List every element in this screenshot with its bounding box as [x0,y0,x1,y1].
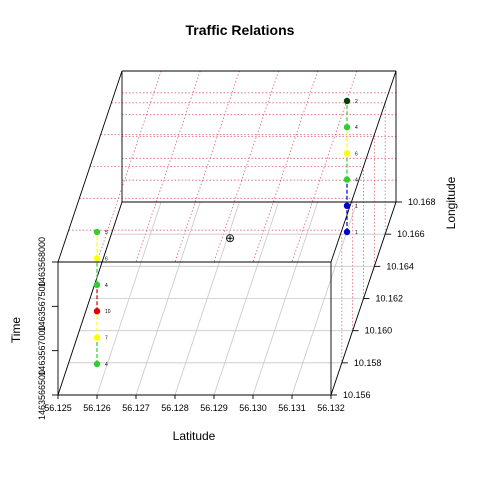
data-point-label: 4 [105,283,108,289]
top-grid-line [291,70,358,263]
y-tick-label: 10.156 [343,390,371,400]
x-tick-label: 56.132 [317,403,345,413]
data-point [93,281,101,288]
data-point-label: 2 [355,99,358,105]
x-tick-label: 56.129 [200,403,228,413]
data-point [93,255,101,262]
x-tick-label: 56.125 [44,403,72,413]
data-point [93,308,101,315]
y-tick-label: 10.164 [386,261,414,271]
data-point-label: 5 [105,230,108,236]
x-tick-label: 56.130 [239,403,267,413]
chart-title: Traffic Relations [186,22,295,38]
data-point [343,228,351,236]
y-tick-label: 10.166 [397,229,425,239]
x-tick-label: 56.131 [278,403,306,413]
top-grid-line [252,70,319,263]
data-point-label: 6 [105,256,108,262]
box-edge [57,201,123,396]
y-axis-label: Longitude [444,176,458,229]
z-tick-label: 1463568000 [37,237,47,287]
data-point-label: 4 [105,362,108,368]
data-point [343,97,351,105]
center-marker: ⊕ [225,231,235,245]
data-point-label: 1 [355,230,358,236]
x-tick-label: 56.128 [161,403,189,413]
plot-box [57,70,397,396]
x-axis-label: Latitude [173,429,216,443]
data-point-label: 10 [105,309,111,315]
y-tick-label: 10.162 [376,294,404,304]
x-tick-label: 56.126 [83,403,111,413]
z-tick-label: 1463567500 [37,281,47,331]
box-edge [330,70,397,263]
back-grid [68,70,396,363]
data-point-label: 4 [355,178,358,184]
z-tick-label: 1463567000 [37,326,47,376]
data-point-label: 4 [355,125,358,131]
top-grid-line [213,70,279,263]
data-point [93,334,101,341]
axes-layer: 56.125 56.126 56.127 56.128 56.129 56.130 56.1… [37,197,436,420]
z-axis-label: Time [9,317,23,344]
y-tick-label: 10.168 [408,197,436,207]
data-point [93,360,101,368]
data-point [343,176,351,183]
z-tick-label: 1463566500 [37,370,47,420]
data-point [93,228,101,236]
x-tick-label: 56.127 [122,403,150,413]
data-point [343,150,351,157]
data-point-label: 1 [355,204,358,210]
y-tick-label: 10.160 [365,326,393,336]
box-edge [57,70,123,263]
data-point-label: 7 [105,336,108,342]
data-point [343,124,351,131]
series-layer: 4 7 10 4 6 5 1 1 4 6 4 2 [93,97,358,368]
data-point-label: 6 [355,151,358,157]
y-tick-label: 10.158 [354,358,382,368]
data-point [343,202,351,209]
